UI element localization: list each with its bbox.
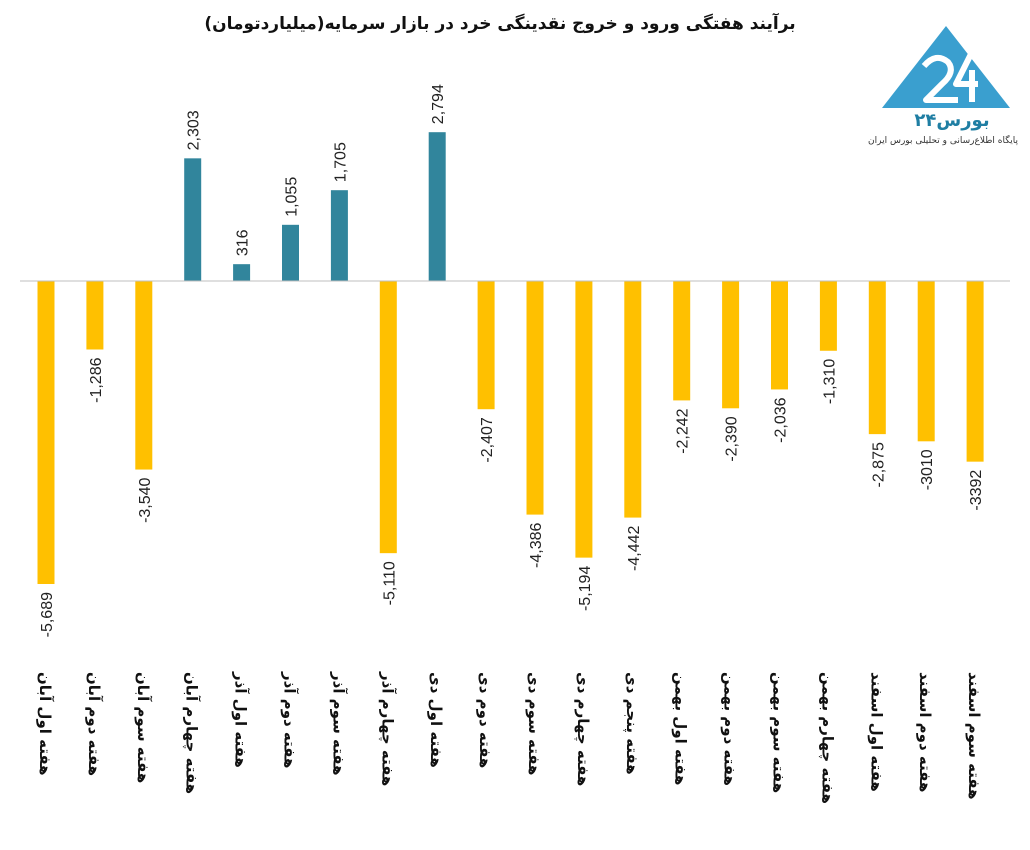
category-label: هفته سوم دی [525, 672, 543, 775]
bar [379, 281, 397, 554]
category-label: هفته اول آذر [232, 671, 250, 768]
data-label: -2,242 [675, 408, 692, 453]
data-label: -2,036 [773, 397, 790, 442]
bar [37, 281, 55, 584]
data-label: 2,303 [186, 110, 203, 150]
category-label: هفته سوم آذر [329, 671, 347, 775]
category-label: هفته دوم دی [476, 672, 494, 768]
category-label: هفته سوم اسفند [965, 672, 983, 800]
bar [966, 281, 984, 462]
bar [917, 281, 935, 442]
bar [184, 158, 202, 281]
bars-layer [37, 132, 984, 584]
category-label: هفته اول اسفند [867, 672, 885, 792]
bar [477, 281, 495, 410]
category-label: هفته دوم آذر [281, 671, 299, 768]
logo-icon [882, 26, 1010, 108]
category-label: هفته چهارم آبان [182, 672, 201, 794]
category-label: هفته دوم آبان [85, 672, 103, 776]
bar [868, 281, 886, 435]
value-labels-layer: -5,689 -1,286 -3,540 2,303 316 1,055 1,705 -5,1… [39, 84, 985, 637]
category-label: هفته سوم آبان [134, 672, 152, 783]
data-label: -5,194 [577, 566, 594, 611]
category-label: هفته دوم بهمن [721, 672, 739, 786]
chart-title: برآیند هفتگی ورود و خروج نقدینگی خرد در … [204, 14, 796, 34]
bar [624, 281, 642, 518]
bar [526, 281, 544, 515]
data-label: -3010 [919, 449, 936, 490]
bar [819, 281, 837, 351]
data-label: -2,390 [724, 416, 741, 461]
category-label: هفته چهارم آذر [377, 671, 396, 786]
bar [771, 281, 788, 390]
bar [135, 281, 153, 470]
category-label: هفته اول دی [427, 672, 445, 768]
category-label: هفته سوم بهمن [770, 672, 788, 793]
data-label: -1,310 [821, 359, 838, 404]
logo-tagline: پایگاه اطلاع‌رسانی و تحلیلی بورس ایران [868, 136, 1018, 146]
data-label: -3,540 [137, 477, 154, 522]
data-label: 1,705 [332, 142, 349, 182]
bar [282, 224, 299, 281]
bar [575, 281, 593, 558]
data-label: -5,110 [381, 561, 398, 605]
data-label: -3392 [968, 470, 985, 511]
data-label: -5,689 [39, 592, 56, 637]
data-label: 1,055 [284, 177, 301, 217]
logo-name: بورس۲۴ [914, 110, 990, 131]
data-label: -4,442 [626, 525, 643, 570]
data-label: -1,286 [88, 357, 105, 402]
data-label: -2,875 [870, 442, 887, 487]
bar [86, 281, 104, 350]
category-labels-layer: هفته اول آبان هفته دوم آبان هفته سوم آبان ه… [36, 671, 983, 804]
bar [330, 190, 348, 281]
category-label: هفته چهارم دی [573, 672, 592, 786]
data-label: -2,407 [479, 417, 496, 462]
data-label: 2,794 [430, 84, 447, 124]
bar [428, 132, 446, 281]
category-label: هفته اول بهمن [672, 672, 690, 785]
bar [722, 281, 740, 409]
bar [233, 264, 251, 281]
category-label: هفته اول آبان [36, 672, 54, 776]
category-label: هفته چهارم بهمن [817, 672, 836, 804]
category-label: هفته دوم اسفند [916, 672, 934, 792]
data-label: 316 [235, 229, 252, 256]
data-label: -4,386 [528, 523, 545, 568]
bar [673, 281, 691, 401]
category-label: هفته پنجم دی [622, 672, 641, 775]
